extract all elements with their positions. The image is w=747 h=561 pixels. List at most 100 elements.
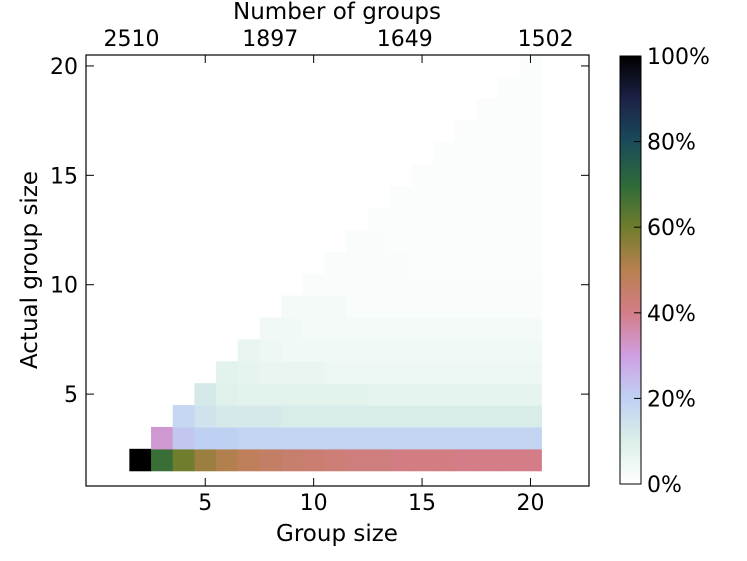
- heatmap-cell: [129, 448, 152, 472]
- heatmap-cell: [519, 339, 542, 362]
- heatmap-cell: [454, 295, 477, 319]
- heatmap-cell: [389, 208, 412, 231]
- heatmap-cell: [476, 186, 499, 209]
- x-axis-ticks: 5 10 15 20: [198, 55, 544, 516]
- heatmap-cell: [389, 405, 412, 428]
- heatmap-cell: [259, 448, 282, 472]
- heatmap-cell: [324, 317, 347, 341]
- heatmap-cell: [519, 55, 542, 78]
- heatmap-cell: [497, 208, 521, 231]
- heatmap-cell: [281, 405, 304, 428]
- heatmap-cell: [346, 405, 369, 428]
- heatmap-cell: [432, 230, 456, 253]
- heatmap-cell: [519, 295, 542, 319]
- heatmap-cell: [454, 273, 477, 297]
- heatmap-cell: [454, 361, 477, 384]
- heatmap-cell: [367, 208, 391, 231]
- heatmap-cell: [454, 383, 477, 406]
- heatmap-cell: [411, 383, 434, 406]
- heatmap-cell: [411, 230, 434, 253]
- heatmap-cell: [432, 317, 456, 341]
- heatmap-cell: [389, 339, 412, 362]
- heatmap-cell: [259, 426, 282, 450]
- heatmap-cell: [497, 251, 521, 275]
- heatmap-cell: [367, 230, 391, 253]
- heatmap-cell: [324, 251, 347, 275]
- heatmap-cell: [519, 405, 542, 428]
- heatmap-cell: [432, 295, 456, 319]
- heatmap-cell: [476, 339, 499, 362]
- heatmap-cell: [259, 383, 282, 406]
- heatmap-cell: [432, 383, 456, 406]
- heatmap-cell: [497, 339, 521, 362]
- colorbar-tick-label: 100%: [647, 45, 710, 70]
- heatmap-cell: [346, 339, 369, 362]
- heatmap-cell: [476, 98, 499, 122]
- heatmap-cell: [302, 361, 326, 384]
- heatmap-cell: [519, 361, 542, 384]
- heatmap-cell: [497, 142, 521, 165]
- heatmap-cell: [454, 448, 477, 472]
- y-tick-label: 15: [50, 164, 78, 189]
- heatmap-cell: [411, 361, 434, 384]
- heatmap-cell: [302, 273, 326, 297]
- heatmap-cell: [281, 317, 304, 341]
- heatmap-cell: [237, 405, 261, 428]
- heatmap-cell: [281, 361, 304, 384]
- top-tick-label: 1502: [518, 27, 574, 52]
- plot-frame: [85, 54, 590, 487]
- heatmap-cell: [411, 448, 434, 472]
- heatmap-cell: [324, 273, 347, 297]
- heatmap-cell: [519, 230, 542, 253]
- heatmap-cell: [497, 230, 521, 253]
- heatmap-cell: [346, 426, 369, 450]
- heatmap-cell: [476, 120, 499, 144]
- heatmap-cell: [454, 230, 477, 253]
- colorbar-tick-label: 40%: [647, 302, 696, 327]
- colorbar-gradient: [619, 55, 642, 485]
- heatmap-cell: [194, 426, 217, 450]
- heatmap-cell: [389, 186, 412, 209]
- heatmap-cell: [476, 273, 499, 297]
- heatmap-cell: [389, 317, 412, 341]
- heatmap-cell: [497, 164, 521, 187]
- heatmap-cell: [216, 361, 239, 384]
- heatmap-cell: [389, 251, 412, 275]
- heatmap-cell: [476, 383, 499, 406]
- heatmap-cell: [454, 339, 477, 362]
- heatmap-cell: [346, 361, 369, 384]
- y-axis-title: Actual group size: [17, 171, 43, 369]
- heatmap-cell: [454, 186, 477, 209]
- heatmap-cell: [367, 295, 391, 319]
- heatmap-cell: [259, 317, 282, 341]
- heatmap-cell: [324, 295, 347, 319]
- colorbar-ticks: 0% 20% 40% 60% 80% 100%: [634, 45, 710, 498]
- heatmap-cell: [367, 383, 391, 406]
- heatmap-cell: [389, 230, 412, 253]
- heatmap-cell: [519, 426, 542, 450]
- colorbar-tick-label: 0%: [647, 473, 682, 498]
- heatmap-cell: [151, 426, 174, 450]
- heatmap-cell: [476, 164, 499, 187]
- heatmap-cell: [454, 405, 477, 428]
- heatmap-cell: [281, 295, 304, 319]
- heatmap-cell: [367, 251, 391, 275]
- heatmap-cell: [411, 164, 434, 187]
- heatmap-cell: [411, 405, 434, 428]
- heatmap-cell: [194, 448, 217, 472]
- heatmap-cell: [216, 383, 239, 406]
- heatmap-cell: [432, 448, 456, 472]
- heatmap-cell: [367, 448, 391, 472]
- heatmap-cell: [497, 98, 521, 122]
- heatmap-cell: [476, 295, 499, 319]
- heatmap-cell: [237, 426, 261, 450]
- heatmap-cell: [389, 361, 412, 384]
- x-tick-label: 5: [198, 491, 212, 516]
- heatmap-cell: [432, 208, 456, 231]
- heatmap-cell: [497, 186, 521, 209]
- heatmap-cell: [302, 295, 326, 319]
- heatmap-cell: [346, 273, 369, 297]
- heatmap-cell: [476, 142, 499, 165]
- heatmap-cell: [346, 383, 369, 406]
